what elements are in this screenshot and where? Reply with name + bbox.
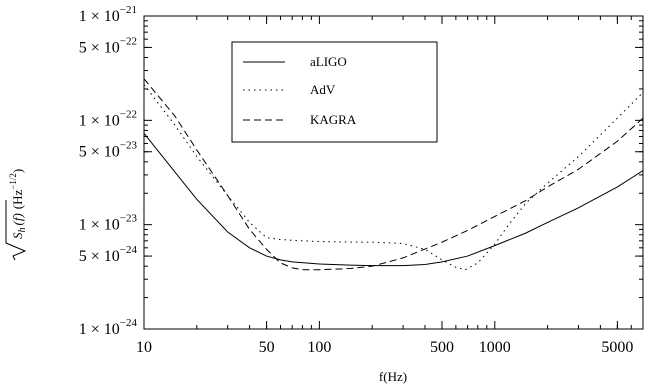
x-tick-label-5: 5000 [601, 339, 633, 356]
series-line-kagra [143, 78, 644, 271]
y-tick-label-5: 5 × 10−22 [79, 35, 137, 56]
x-tick-label-0: 10 [136, 339, 152, 356]
plot-frame [143, 15, 644, 330]
y-tick-label-2: 1 × 10−23 [79, 213, 138, 234]
x-tick-label-2: 100 [307, 339, 331, 356]
series-line-aligo [143, 133, 644, 267]
y-tick-label-1: 5 × 10−24 [79, 244, 138, 265]
ylabel-sub: h [17, 228, 28, 233]
y-tick-label-6: 1 × 10−21 [79, 4, 137, 25]
legend-label-kagra: KAGRA [310, 112, 357, 127]
legend-box [231, 41, 438, 143]
x-axis-label: f(Hz) [379, 369, 407, 384]
x-tick-label-1: 50 [259, 339, 275, 356]
y-tick-label-4: 1 × 10−22 [79, 108, 137, 129]
y-tick-label-0: 1 × 10−24 [79, 317, 138, 338]
ylabel-s: S [10, 232, 25, 239]
legend-label-adv: AdV [310, 82, 336, 97]
y-tick-label-3: 5 × 10−23 [79, 140, 138, 161]
y-axis-label: Sh (f) (Hz−1/2) [5, 169, 28, 261]
series-curves [143, 78, 644, 271]
ylabel-close: ) [10, 169, 25, 173]
legend-label-aligo: aLIGO [310, 54, 347, 69]
tick-marks [143, 15, 644, 330]
svg-text:Sh(f)(Hz−1/2): Sh (f) (Hz−1/2) [8, 169, 28, 239]
y-tick-labels: 1 × 10−24 5 × 10−24 1 × 10−23 5 × 10−23 1 × … [79, 4, 138, 338]
sqrt-symbol [5, 200, 27, 261]
ylabel-unit: (Hz [10, 190, 25, 210]
ylabel-arg: (f) [10, 213, 25, 225]
ylabel-unit-exp: −1/2 [8, 173, 18, 190]
x-tick-label-3: 500 [430, 339, 454, 356]
legend: aLIGO AdV KAGRA [231, 41, 438, 143]
x-tick-label-4: 1000 [479, 339, 511, 356]
x-tick-labels: 10 50 100 500 1000 5000 [136, 339, 633, 356]
